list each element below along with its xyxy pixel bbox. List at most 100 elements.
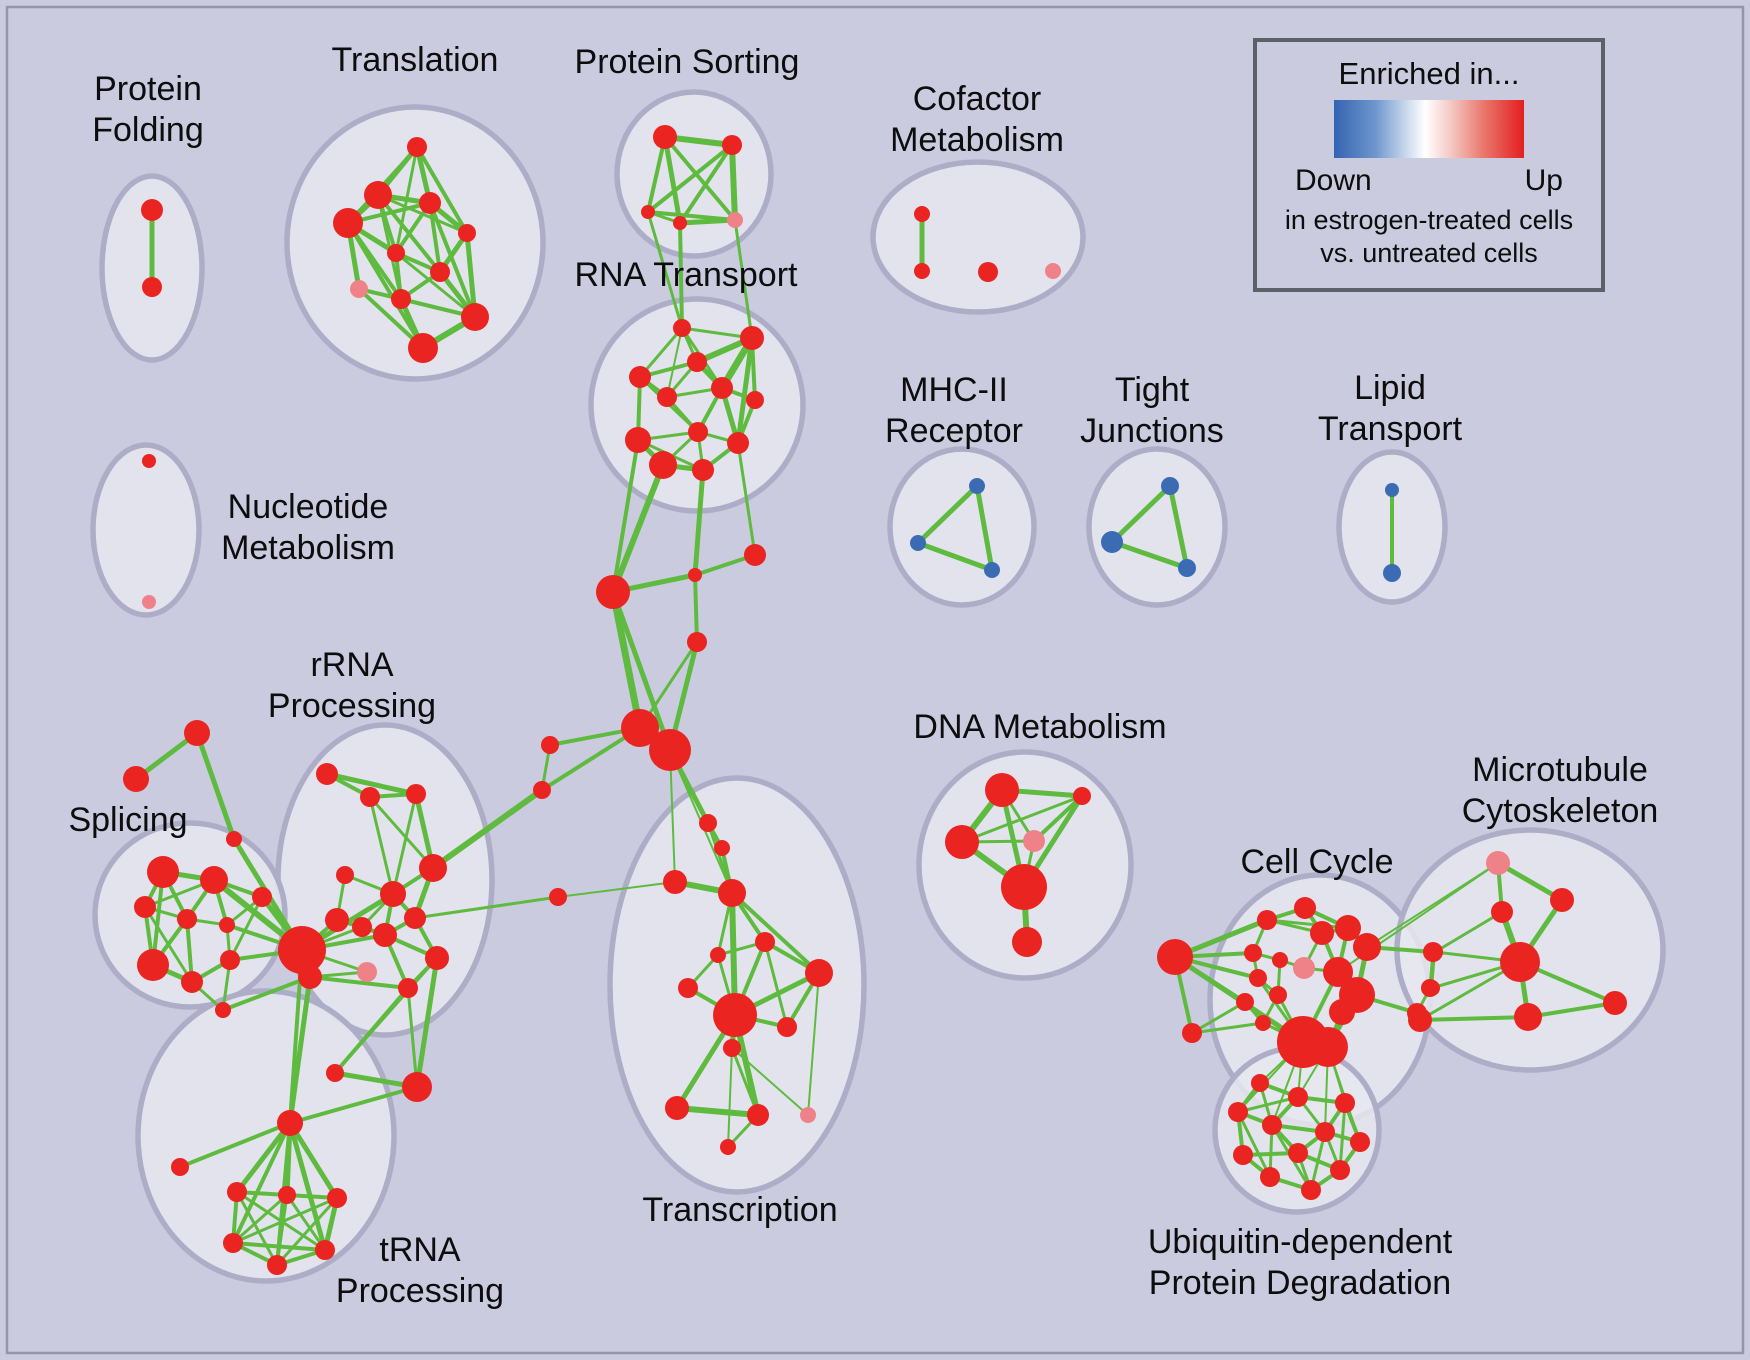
edge-ps4-ps5	[677, 217, 738, 226]
cluster-label-ubiquitin-degradation: Ubiquitin-dependent Protein Degradation	[1148, 1223, 1453, 1302]
edge-x3-x9	[763, 940, 789, 1029]
node-m1	[1486, 851, 1510, 875]
node-u4	[1228, 1102, 1248, 1122]
cluster-label-translation: Translation	[332, 41, 499, 79]
node-t11	[408, 333, 438, 363]
edge-tr0-tri	[178, 1121, 292, 1169]
node-mh3	[984, 562, 1000, 578]
edge-r2-r6	[368, 795, 395, 896]
edge-u3-u10	[1338, 1101, 1347, 1172]
edge-ps1-ps5	[663, 135, 737, 222]
cluster-label-protein-sorting: Protein Sorting	[575, 43, 800, 81]
node-d6	[1012, 927, 1042, 957]
node-th6	[267, 1255, 287, 1275]
node-rt11	[692, 459, 714, 481]
node-d2	[1073, 787, 1091, 805]
node-sp8	[181, 971, 203, 993]
node-c1	[596, 575, 630, 609]
edge-m8-m9	[1526, 1001, 1617, 1019]
edge-t4-t11	[346, 221, 425, 350]
edge-ps2-ps4	[678, 143, 734, 225]
edge-rt10-c1	[610, 462, 666, 595]
node-sh1	[278, 926, 326, 974]
node-r13	[357, 962, 377, 982]
edge-c1-h1	[609, 588, 644, 732]
node-nm2	[142, 595, 156, 609]
edge-x5-x12	[807, 972, 820, 1116]
node-sp3	[134, 896, 156, 918]
node-m9	[1603, 991, 1627, 1015]
node-cc19	[1308, 1027, 1348, 1067]
node-rt6	[711, 377, 733, 399]
node-tj3	[1178, 559, 1196, 577]
cluster-ellipse-tight-junctions	[1086, 446, 1228, 608]
node-h2	[649, 729, 691, 771]
cluster-label-transcription: Transcription	[642, 1191, 837, 1229]
node-rt8	[688, 422, 708, 442]
edge-tr0-th5	[287, 1120, 328, 1253]
edge-rt9-c1	[611, 438, 640, 594]
node-u8	[1233, 1145, 1253, 1165]
node-u7	[1350, 1132, 1370, 1152]
node-r4	[419, 854, 447, 882]
node-u11	[1260, 1167, 1280, 1187]
node-tj1	[1161, 477, 1179, 495]
node-mh2	[910, 535, 926, 551]
edge-x8-x11	[730, 1046, 760, 1117]
node-rt4	[629, 366, 651, 388]
edge-th3-th6	[275, 1196, 339, 1267]
edge-c2-c4	[693, 573, 699, 644]
edge-h1-l2	[540, 726, 642, 792]
node-r2	[360, 787, 380, 807]
edge-rt11-c2	[692, 467, 706, 578]
node-c2	[688, 568, 702, 582]
node-cc8	[1244, 944, 1262, 962]
node-cc1	[1157, 939, 1193, 975]
node-t7	[430, 262, 450, 282]
node-x3	[755, 932, 775, 952]
node-r1	[316, 763, 338, 785]
node-ps3	[641, 205, 655, 219]
node-t1	[407, 137, 427, 157]
node-c4	[687, 632, 707, 652]
edge-tr0-th4	[231, 1121, 292, 1245]
node-r9	[352, 917, 372, 937]
legend-box: Enriched in... Down Up in estrogen-treat…	[1253, 38, 1605, 292]
edge-t1-t5	[415, 145, 469, 235]
edge-mh1-mh3	[974, 483, 995, 573]
node-sp5	[219, 917, 235, 933]
node-r6	[380, 881, 406, 907]
node-cc6	[1335, 915, 1361, 941]
node-r3	[406, 784, 426, 804]
node-h1	[621, 709, 659, 747]
edge-m3-m5	[1433, 910, 1504, 954]
node-d3	[945, 825, 979, 859]
cluster-label-microtubule-cytoskeleton: Microtubule Cytoskeleton	[1462, 751, 1659, 830]
node-d1	[985, 773, 1019, 807]
node-m6	[1424, 980, 1440, 996]
edge-mh2-mh3	[915, 540, 995, 573]
cluster-ellipse-trna-processing	[135, 988, 397, 1284]
node-cc10	[1293, 957, 1315, 979]
edge-u4-u11	[1236, 1110, 1272, 1179]
node-sp6	[252, 887, 272, 907]
node-sp7	[137, 949, 169, 981]
node-tri	[171, 1158, 189, 1176]
nodes-layer	[123, 125, 1627, 1275]
cluster-label-rna-transport: RNA Transport	[575, 256, 799, 294]
node-r8	[325, 908, 349, 932]
node-cc2	[1182, 1023, 1202, 1043]
node-rt1	[673, 319, 691, 337]
node-nmid	[326, 1064, 344, 1082]
node-r14	[549, 888, 567, 906]
node-rt12	[727, 432, 749, 454]
edge-r14-x1	[557, 881, 676, 898]
node-l2	[533, 781, 551, 799]
node-sp4	[177, 909, 197, 929]
legend-gradient-bar	[1334, 100, 1524, 158]
node-ps2	[722, 135, 742, 155]
node-x7	[713, 993, 757, 1037]
node-cc9	[1272, 952, 1288, 968]
node-c3	[744, 544, 766, 566]
node-rt9	[625, 427, 651, 453]
